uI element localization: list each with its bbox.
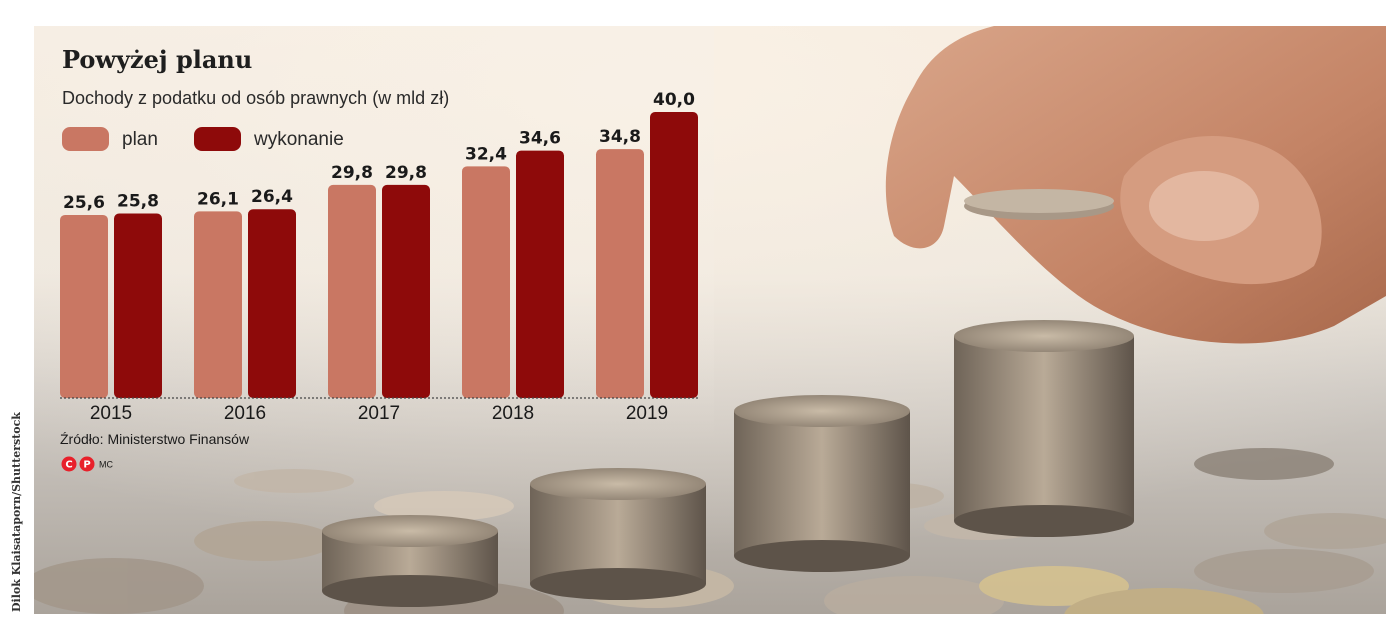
bar-plan-2018 [462, 166, 510, 398]
value-label-wykonanie-2015: 25,8 [117, 192, 159, 212]
bar-wykonanie-2015 [114, 213, 162, 398]
bar-plan-2016 [194, 211, 242, 398]
bar-wykonanie-2018 [516, 150, 564, 398]
bars-group [60, 112, 698, 398]
category-label-2018: 2018 [492, 403, 534, 424]
chart-subtitle: Dochody z podatku od osób prawnych (w ml… [62, 88, 449, 108]
legend-swatch-plan [62, 127, 109, 151]
source-note: Źródło: Ministerstwo Finansów [60, 431, 250, 447]
value-label-wykonanie-2019: 40,0 [653, 90, 695, 110]
logo-p-letter: P [83, 460, 90, 471]
legend-label-plan: plan [122, 129, 158, 150]
value-label-plan-2017: 29,8 [331, 163, 373, 183]
logo-c-letter: C [65, 460, 72, 471]
category-label-2016: 2016 [224, 403, 266, 424]
bar-chart: Powyżej planu Dochody z podatku od osób … [34, 26, 714, 472]
bar-wykonanie-2016 [248, 209, 296, 398]
legend-label-wykonanie: wykonanie [253, 129, 344, 150]
value-label-plan-2016: 26,1 [197, 189, 239, 209]
logo-c [61, 456, 77, 472]
legend: plan wykonanie [62, 127, 344, 151]
bar-plan-2015 [60, 214, 108, 398]
chart-title: Powyżej planu [62, 45, 252, 74]
value-label-wykonanie-2017: 29,8 [385, 163, 427, 183]
value-label-plan-2019: 34,8 [599, 127, 641, 147]
value-label-plan-2015: 25,6 [63, 193, 105, 213]
legend-swatch-wykonanie [194, 127, 241, 151]
bar-plan-2017 [328, 184, 376, 398]
background-photo: Powyżej planu Dochody z podatku od osób … [34, 26, 1386, 614]
bar-wykonanie-2019 [650, 112, 698, 398]
photo-credit: Dilok Klaisataporn/Shutterstock [10, 412, 23, 612]
category-label-2015: 2015 [90, 403, 132, 424]
value-label-plan-2018: 32,4 [465, 144, 507, 164]
bar-plan-2019 [596, 149, 644, 398]
bar-wykonanie-2017 [382, 184, 430, 398]
category-label-2019: 2019 [626, 403, 668, 424]
category-label-2017: 2017 [358, 403, 400, 424]
publisher-logo: C P MC [61, 456, 113, 472]
value-labels-group: 25,6 25,8 26,1 26,4 29,8 29,8 32,4 34,6 34,8 40,0 [63, 90, 695, 213]
author-signature: MC [99, 460, 113, 470]
category-labels-group: 2015 2016 2017 2018 2019 [90, 403, 668, 424]
value-label-wykonanie-2018: 34,6 [519, 129, 561, 149]
logo-p [79, 456, 95, 472]
value-label-wykonanie-2016: 26,4 [251, 187, 293, 207]
